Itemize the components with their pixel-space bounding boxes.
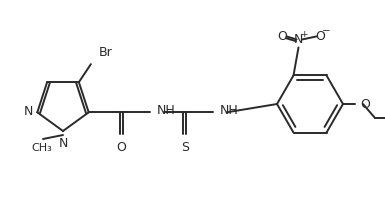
Text: +: + [300,30,307,39]
Text: CH₃: CH₃ [32,143,52,153]
Text: −: − [322,26,331,36]
Text: N: N [24,105,33,118]
Text: O: O [278,30,288,43]
Text: NH: NH [220,104,238,117]
Text: N: N [294,33,303,46]
Text: N: N [58,137,68,150]
Text: Br: Br [99,46,113,59]
Text: NH: NH [157,104,176,117]
Text: O: O [117,141,127,154]
Text: S: S [181,141,189,154]
Text: O: O [360,98,370,110]
Text: O: O [316,30,325,43]
